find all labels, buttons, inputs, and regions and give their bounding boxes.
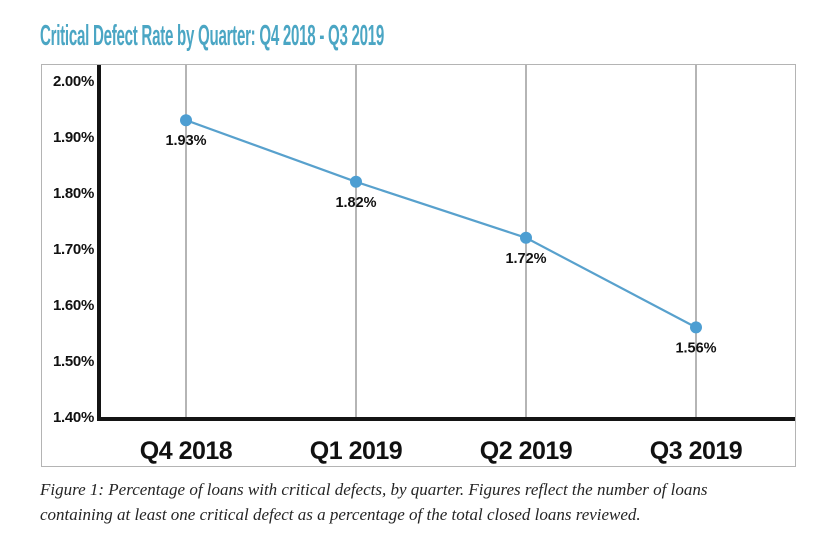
y-tick-label: 1.70% — [53, 241, 94, 258]
y-tick-label: 1.90% — [53, 129, 94, 146]
y-axis — [97, 65, 101, 421]
x-axis-label: Q1 2019 — [310, 437, 402, 465]
y-tick-label: 1.40% — [53, 409, 94, 426]
data-point — [350, 175, 362, 188]
data-point — [690, 321, 702, 334]
data-point — [180, 114, 192, 127]
chart-title: Critical Defect Rate by Quarter: Q4 2018… — [40, 20, 385, 52]
line-chart: 2.00% 1.90% 1.80% 1.70% 1.60% 1.50% 1.40% 1.93%… — [53, 65, 795, 465]
caption-line-1: Figure 1: Percentage of loans with criti… — [40, 480, 708, 499]
figure-caption: Figure 1: Percentage of loans with criti… — [40, 477, 707, 527]
y-tick-label: 1.80% — [53, 185, 94, 202]
data-point — [520, 231, 532, 244]
data-point-label: 1.72% — [505, 251, 546, 267]
y-tick-label: 1.60% — [53, 297, 94, 314]
series-line — [185, 119, 697, 329]
x-axis — [97, 417, 795, 421]
data-point-label: 1.93% — [165, 133, 206, 149]
caption-line-2: containing at least one critical defect … — [40, 505, 641, 524]
x-axis-label: Q3 2019 — [650, 437, 742, 465]
data-point-label: 1.82% — [335, 195, 376, 211]
y-tick-label: 2.00% — [53, 73, 94, 90]
x-axis-label: Q4 2018 — [140, 437, 233, 465]
y-tick-label: 1.50% — [53, 353, 94, 370]
x-axis-label: Q2 2019 — [480, 437, 572, 465]
chart-container: 2.00% 1.90% 1.80% 1.70% 1.60% 1.50% 1.40% 1.93%… — [41, 64, 796, 467]
data-point-label: 1.56% — [675, 340, 716, 356]
